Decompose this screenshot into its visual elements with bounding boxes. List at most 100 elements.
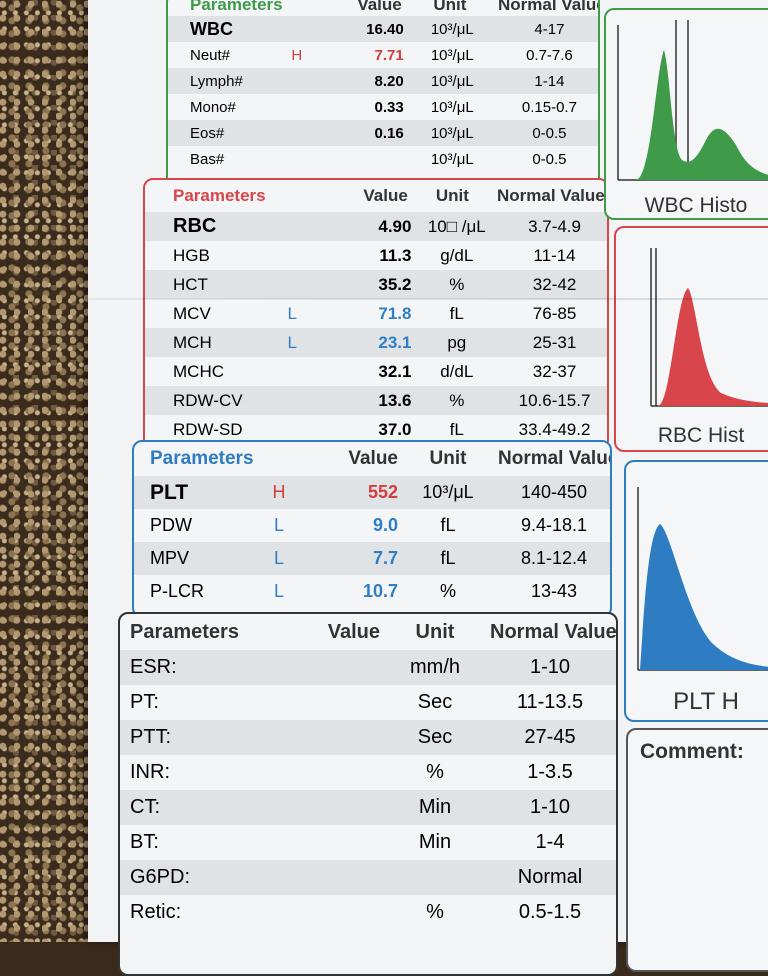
- wbc-cell-unit: 10³/μL: [430, 72, 474, 90]
- wbc-row: Mono# 0.33 10³/μL 0.15-0.7: [168, 94, 598, 120]
- plt-cell-normal: 13-43: [530, 581, 578, 601]
- wbc-row: Eos# 0.16 10³/μL 0-0.5: [168, 120, 598, 146]
- plt-rows: PLT H 552 10³/μL 140-450 PDW L 9.0 fL 9.4-18.1 MPV…: [134, 476, 610, 608]
- wbc-row: WBC 16.40 10³/μL 4-17: [168, 16, 598, 42]
- coag-table: Parameters Value Unit Normal Values ESR: mm/h…: [120, 614, 616, 974]
- coag-rows: ESR: mm/h 1-10 PT: Sec 11-13.5 PTT: Sec 27-45 INR…: [120, 650, 616, 930]
- wbc-cell-name: Mono#: [190, 98, 236, 116]
- wbc-cell-value: 7.71: [374, 46, 404, 64]
- rbc-cell-value: 32.1: [378, 361, 412, 381]
- plt-cell-value: 10.7: [362, 581, 398, 601]
- wbc-table: Parameters Value Unit Normal Values WBC 16.40…: [168, 0, 598, 189]
- rbc-cell-value: 35.2: [378, 274, 412, 294]
- plt-row: MPV L 7.7 fL 8.1-12.4: [134, 542, 610, 575]
- plt-cell-name: P-LCR: [150, 581, 205, 601]
- rbc-cell-normal: 11-14: [533, 245, 576, 265]
- rbc-cell-unit: %: [449, 390, 465, 410]
- wbc-cell-unit: 10³/μL: [430, 150, 474, 168]
- plt-cell-unit: fL: [440, 515, 456, 535]
- plt-row: P-LCR L 10.7% 13-43: [134, 575, 610, 608]
- rbc-cell-unit: 10□ /μL: [427, 216, 486, 236]
- coag-cell-normal: 0.5-1.5: [518, 901, 582, 923]
- wbc-cell-unit: 10³/μL: [430, 124, 474, 142]
- wbc-cell-value: 0.33: [374, 98, 404, 116]
- plt-cell-flag: H: [272, 482, 286, 502]
- coag-cell-normal: 1-4: [535, 831, 565, 853]
- wbc-header-param: Parameters: [190, 0, 283, 14]
- wbc-header-unit: Unit: [433, 0, 467, 14]
- wbc-cell-normal: 0-0.5: [532, 150, 567, 168]
- coag-header-param: Parameters: [130, 620, 239, 643]
- coag-cell-normal: 1-10: [529, 656, 571, 678]
- wbc-cell-name: WBC: [190, 18, 233, 39]
- rbc-cell-name: RBC: [173, 215, 217, 237]
- coag-header-normal: Normal Values: [490, 620, 618, 643]
- wbc-cell-value: 8.20: [374, 72, 404, 90]
- coag-cell-name: ESR:: [130, 656, 177, 678]
- wbc-cell-unit: 10³/μL: [430, 46, 474, 64]
- rbc-header-unit: Unit: [435, 186, 469, 205]
- rbc-table: Parameters Value Unit Normal Values RBC 4.90 1…: [145, 180, 607, 448]
- paper-fold: [88, 298, 768, 300]
- wbc-cell-normal: 4-17: [534, 20, 565, 38]
- rbc-cell-value: 37.0: [378, 419, 412, 439]
- rbc-rows: RBC 4.90 10□ /μL 3.7-4.9 HGB 11.3 g/dL 11-14 HCT…: [145, 212, 607, 444]
- wbc-row: Lymph# 8.20 10³/μL 1-14: [168, 68, 598, 94]
- coag-cell-normal: Normal: [517, 866, 583, 888]
- rbc-cell-normal: 76-85: [532, 303, 577, 323]
- wbc-histogram: WBC Histo: [604, 8, 768, 220]
- coag-cell-normal: 27-45: [524, 726, 576, 748]
- plt-cell-name: MPV: [150, 548, 190, 568]
- coag-cell-unit: Min: [418, 796, 452, 818]
- coag-cell-unit: mm/h: [410, 656, 460, 678]
- plt-header-value: Value: [348, 448, 398, 469]
- plt-header-unit: Unit: [429, 448, 467, 469]
- rbc-cell-name: MCHC: [173, 361, 224, 381]
- plt-cell-value: 9.0: [372, 515, 398, 535]
- rbc-cell-flag: L: [287, 332, 297, 352]
- plt-row: PDW L 9.0 fL 9.4-18.1: [134, 509, 610, 542]
- plt-histogram-label: PLT H: [673, 688, 739, 715]
- rbc-header-normal: Normal Values: [497, 186, 609, 205]
- plt-cell-normal: 140-450: [520, 482, 588, 502]
- coag-cell-normal: 1-3.5: [527, 761, 573, 783]
- plt-cell-flag: L: [273, 548, 284, 568]
- coag-cell-name: BT:: [130, 831, 159, 853]
- rbc-row: RDW-CV 13.6% 10.6-15.7: [145, 386, 607, 415]
- rbc-row: RDW-SD 37.0 fL 33.4-49.2: [145, 415, 607, 444]
- rbc-cell-flag: L: [287, 303, 297, 323]
- wbc-cell-normal: 1-14: [534, 72, 565, 90]
- rbc-cell-normal: 33.4-49.2: [518, 419, 591, 439]
- plt-row: PLT H 552 10³/μL 140-450: [134, 476, 610, 509]
- coag-cell-normal: 11-13.5: [516, 691, 584, 713]
- wbc-cell-name: Lymph#: [190, 72, 243, 90]
- wbc-cell-unit: 10³/μL: [430, 20, 474, 38]
- rbc-row: MCH L 23.1 pg 25-31: [145, 328, 607, 357]
- plt-cell-normal: 9.4-18.1: [520, 515, 588, 535]
- rbc-row: HGB 11.3 g/dL 11-14: [145, 241, 607, 270]
- plt-cell-name: PLT: [150, 480, 189, 504]
- rbc-row: RBC 4.90 10□ /μL 3.7-4.9: [145, 212, 607, 241]
- plt-cell-unit: fL: [440, 548, 456, 568]
- wbc-cell-normal: 0-0.5: [532, 124, 567, 142]
- coag-row: PT: Sec 11-13.5: [120, 685, 616, 720]
- wbc-histogram-label: WBC Histo: [644, 194, 748, 217]
- coag-cell-name: PT:: [130, 691, 159, 713]
- rbc-header-value: Value: [363, 186, 408, 205]
- rbc-cell-name: RDW-CV: [173, 390, 243, 410]
- wbc-header-normal: Normal Values: [498, 0, 598, 14]
- rbc-cell-unit: pg: [447, 332, 467, 352]
- coag-cell-name: INR:: [130, 761, 170, 783]
- rbc-cell-name: MCV: [173, 303, 211, 323]
- plt-cell-normal: 8.1-12.4: [520, 548, 588, 568]
- rbc-row: MCHC 32.1 d/dL 32-37: [145, 357, 607, 386]
- rbc-cell-name: HGB: [173, 245, 210, 265]
- wbc-header-value: Value: [357, 0, 402, 14]
- plt-header-param: Parameters: [150, 448, 254, 469]
- wbc-cell-value: 16.40: [366, 20, 404, 38]
- rbc-cell-normal: 32-37: [532, 361, 577, 381]
- coag-row: CT: Min 1-10: [120, 790, 616, 825]
- wbc-cell-name: Eos#: [190, 124, 225, 142]
- wbc-row: Neut# H 7.71 10³/μL 0.7-7.6: [168, 42, 598, 68]
- rbc-cell-normal: 32-42: [532, 274, 577, 294]
